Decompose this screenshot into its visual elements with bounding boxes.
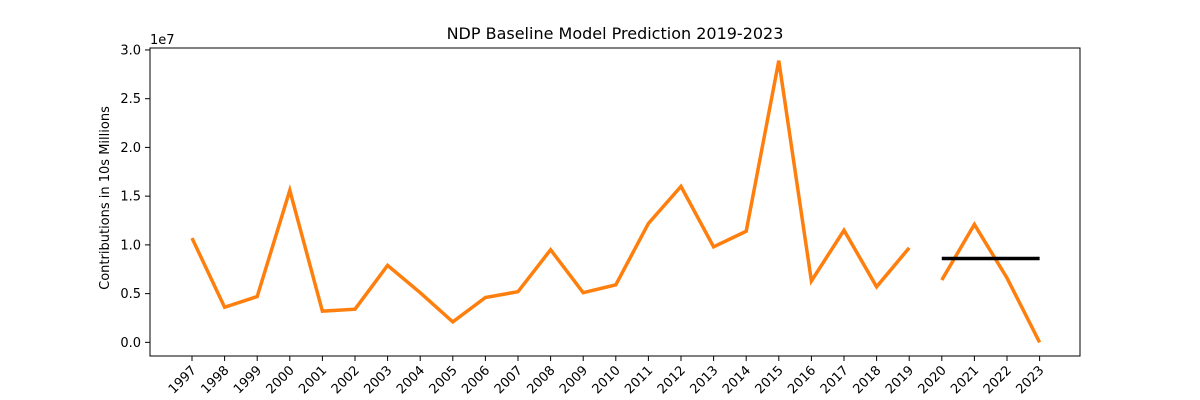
x-tick-label: 2021 <box>948 363 982 397</box>
chart-title: NDP Baseline Model Prediction 2019-2023 <box>447 24 784 43</box>
x-tick-label: 2004 <box>394 363 428 397</box>
x-tick-label: 1999 <box>231 363 265 397</box>
x-tick-label: 2022 <box>981 363 1015 397</box>
plot-frame <box>149 47 1081 357</box>
y-axis: 0.0 0.5 1.0 1.5 2.0 2.5 3.0 <box>120 43 150 351</box>
y-axis-label: Contributions in 10s Millions <box>98 106 113 290</box>
series-line-2 <box>940 221 1042 344</box>
x-tick-label: 2008 <box>524 363 558 397</box>
x-tick-label: 2011 <box>622 363 656 397</box>
x-tick-label: 2006 <box>459 363 493 397</box>
x-tick-label: 2003 <box>361 363 395 397</box>
series-line-1 <box>190 60 911 325</box>
y-tick-label: 2.5 <box>120 92 141 107</box>
x-tick-label: 2019 <box>883 363 917 397</box>
y-tick-label: 0.0 <box>120 336 141 351</box>
x-tick-label: 2009 <box>557 363 591 397</box>
x-tick-label: 2023 <box>1013 363 1047 397</box>
x-tick-label: 2017 <box>818 363 852 397</box>
x-tick-label: 1998 <box>198 363 232 397</box>
x-tick-label: 2012 <box>655 363 689 397</box>
x-tick-label: 2013 <box>687 363 721 397</box>
x-tick-label: 2001 <box>296 363 330 397</box>
y-tick-label: 3.0 <box>120 43 141 58</box>
x-tick-label: 2000 <box>264 363 298 397</box>
y-tick-label: 2.0 <box>120 141 141 156</box>
x-tick-label: 2010 <box>590 363 624 397</box>
x-tick-label: 2002 <box>329 363 363 397</box>
y-tick-label: 0.5 <box>120 287 141 302</box>
y-offset-text: 1e7 <box>150 33 175 48</box>
x-tick-label: 2015 <box>753 363 787 397</box>
y-tick-label: 1.0 <box>120 238 141 253</box>
y-tick-label: 1.5 <box>120 190 141 205</box>
x-axis: 1997199819992000200120022003200420052006… <box>166 356 1047 397</box>
x-tick-label: 2007 <box>492 363 526 397</box>
series-layer <box>190 60 1042 344</box>
x-tick-label: 2018 <box>850 363 884 397</box>
x-tick-label: 1997 <box>166 363 200 397</box>
x-tick-label: 2014 <box>720 363 754 397</box>
x-tick-label: 2016 <box>785 363 819 397</box>
x-tick-label: 2020 <box>916 363 950 397</box>
x-tick-label: 2005 <box>427 363 461 397</box>
